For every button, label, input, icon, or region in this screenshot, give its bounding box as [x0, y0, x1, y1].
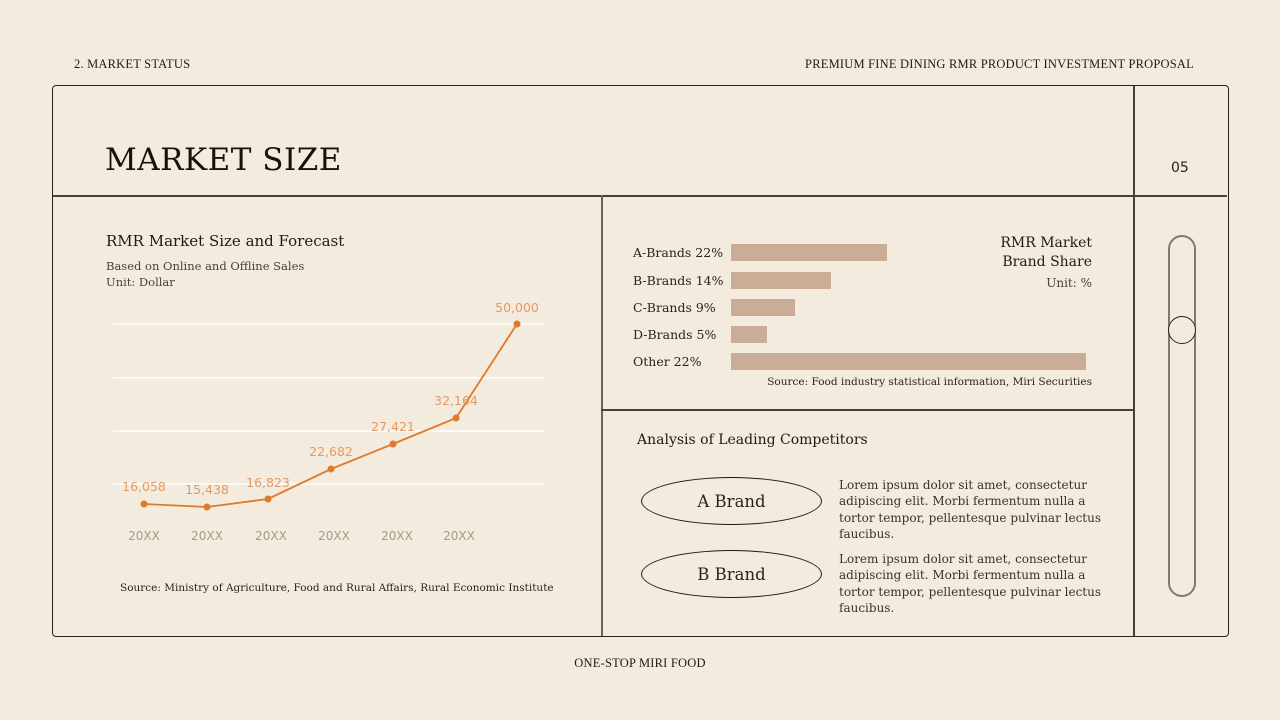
market-chart-source: Source: Ministry of Agriculture, Food an…	[120, 582, 554, 594]
bar	[731, 353, 1086, 370]
market-chart-unit: Unit: Dollar	[106, 275, 175, 289]
svg-text:20XX: 20XX	[318, 529, 350, 543]
footer-brand: ONE-STOP MIRI FOOD	[574, 656, 706, 670]
svg-text:20XX: 20XX	[191, 529, 223, 543]
brand-share-source: Source: Food industry statistical inform…	[767, 376, 1092, 388]
divider-title	[53, 195, 1227, 197]
header-section-label: 2. MARKET STATUS	[74, 57, 191, 71]
divider-center	[601, 195, 603, 636]
svg-text:20XX: 20XX	[128, 529, 160, 543]
bar-row-a-brands: A-Brands 22%	[633, 244, 887, 261]
slider-thumb[interactable]	[1168, 316, 1196, 344]
bar	[731, 244, 887, 261]
header-document-title: PREMIUM FINE DINING RMR PRODUCT INVESTME…	[805, 57, 1194, 71]
svg-text:20XX: 20XX	[381, 529, 413, 543]
brand-a-description: Lorem ipsum dolor sit amet, consectetur …	[839, 478, 1102, 541]
svg-text:15,438: 15,438	[185, 482, 229, 497]
market-chart-title: RMR Market Size and Forecast	[106, 232, 345, 250]
svg-text:27,421: 27,421	[371, 419, 415, 434]
brand-share-title: RMR Market Brand Share	[1000, 234, 1092, 272]
data-labels: 16,058 15,438 16,823 22,682 27,421 32,16…	[122, 300, 539, 497]
brand-share-title-line2: Brand Share	[1002, 254, 1092, 270]
divider-right-middle	[601, 409, 1134, 411]
competitors-title: Analysis of Leading Competitors	[637, 432, 868, 448]
market-chart-basis: Based on Online and Offline Sales	[106, 259, 305, 273]
slider-track[interactable]	[1168, 235, 1196, 597]
x-axis-labels: 20XX 20XX 20XX 20XX 20XX 20XX	[128, 529, 475, 543]
bar-label: A-Brands 22%	[633, 245, 724, 260]
brand-a-oval: A Brand	[641, 477, 822, 525]
bar-row-d-brands: D-Brands 5%	[633, 326, 767, 343]
bar-label: B-Brands 14%	[633, 273, 724, 288]
gridlines	[113, 323, 545, 485]
svg-text:20XX: 20XX	[443, 529, 475, 543]
bar-label: D-Brands 5%	[633, 327, 717, 342]
bar	[731, 326, 767, 343]
market-size-line-chart: 16,058 15,438 16,823 22,682 27,421 32,16…	[113, 300, 545, 543]
brand-b-description: Lorem ipsum dolor sit amet, consectetur …	[839, 552, 1102, 615]
svg-text:50,000: 50,000	[495, 300, 539, 315]
bar	[731, 299, 795, 316]
bar	[731, 272, 831, 289]
bar-row-b-brands: B-Brands 14%	[633, 272, 831, 289]
page-title: MARKET SIZE	[105, 142, 342, 178]
market-size-line	[143, 323, 518, 508]
brand-share-title-line1: RMR Market	[1000, 235, 1092, 251]
svg-text:16,058: 16,058	[122, 479, 166, 494]
bar-row-other: Other 22%	[633, 353, 1086, 370]
data-points	[140, 320, 521, 511]
slide-frame: MARKET SIZE 05 RMR Market Size and Forec…	[52, 85, 1229, 637]
brand-b-oval: B Brand	[641, 550, 822, 598]
market-chart-subtitle: Based on Online and Offline Sales Unit: …	[106, 258, 304, 290]
svg-text:16,823: 16,823	[246, 475, 290, 490]
svg-text:20XX: 20XX	[255, 529, 287, 543]
bar-label: Other 22%	[633, 354, 702, 369]
svg-text:32,164: 32,164	[434, 393, 478, 408]
svg-text:22,682: 22,682	[309, 444, 353, 459]
page-number: 05	[1171, 160, 1189, 176]
brand-share-unit: Unit: %	[1046, 276, 1092, 290]
divider-sidebar	[1133, 86, 1135, 636]
bar-label: C-Brands 9%	[633, 300, 716, 315]
bar-row-c-brands: C-Brands 9%	[633, 299, 795, 316]
